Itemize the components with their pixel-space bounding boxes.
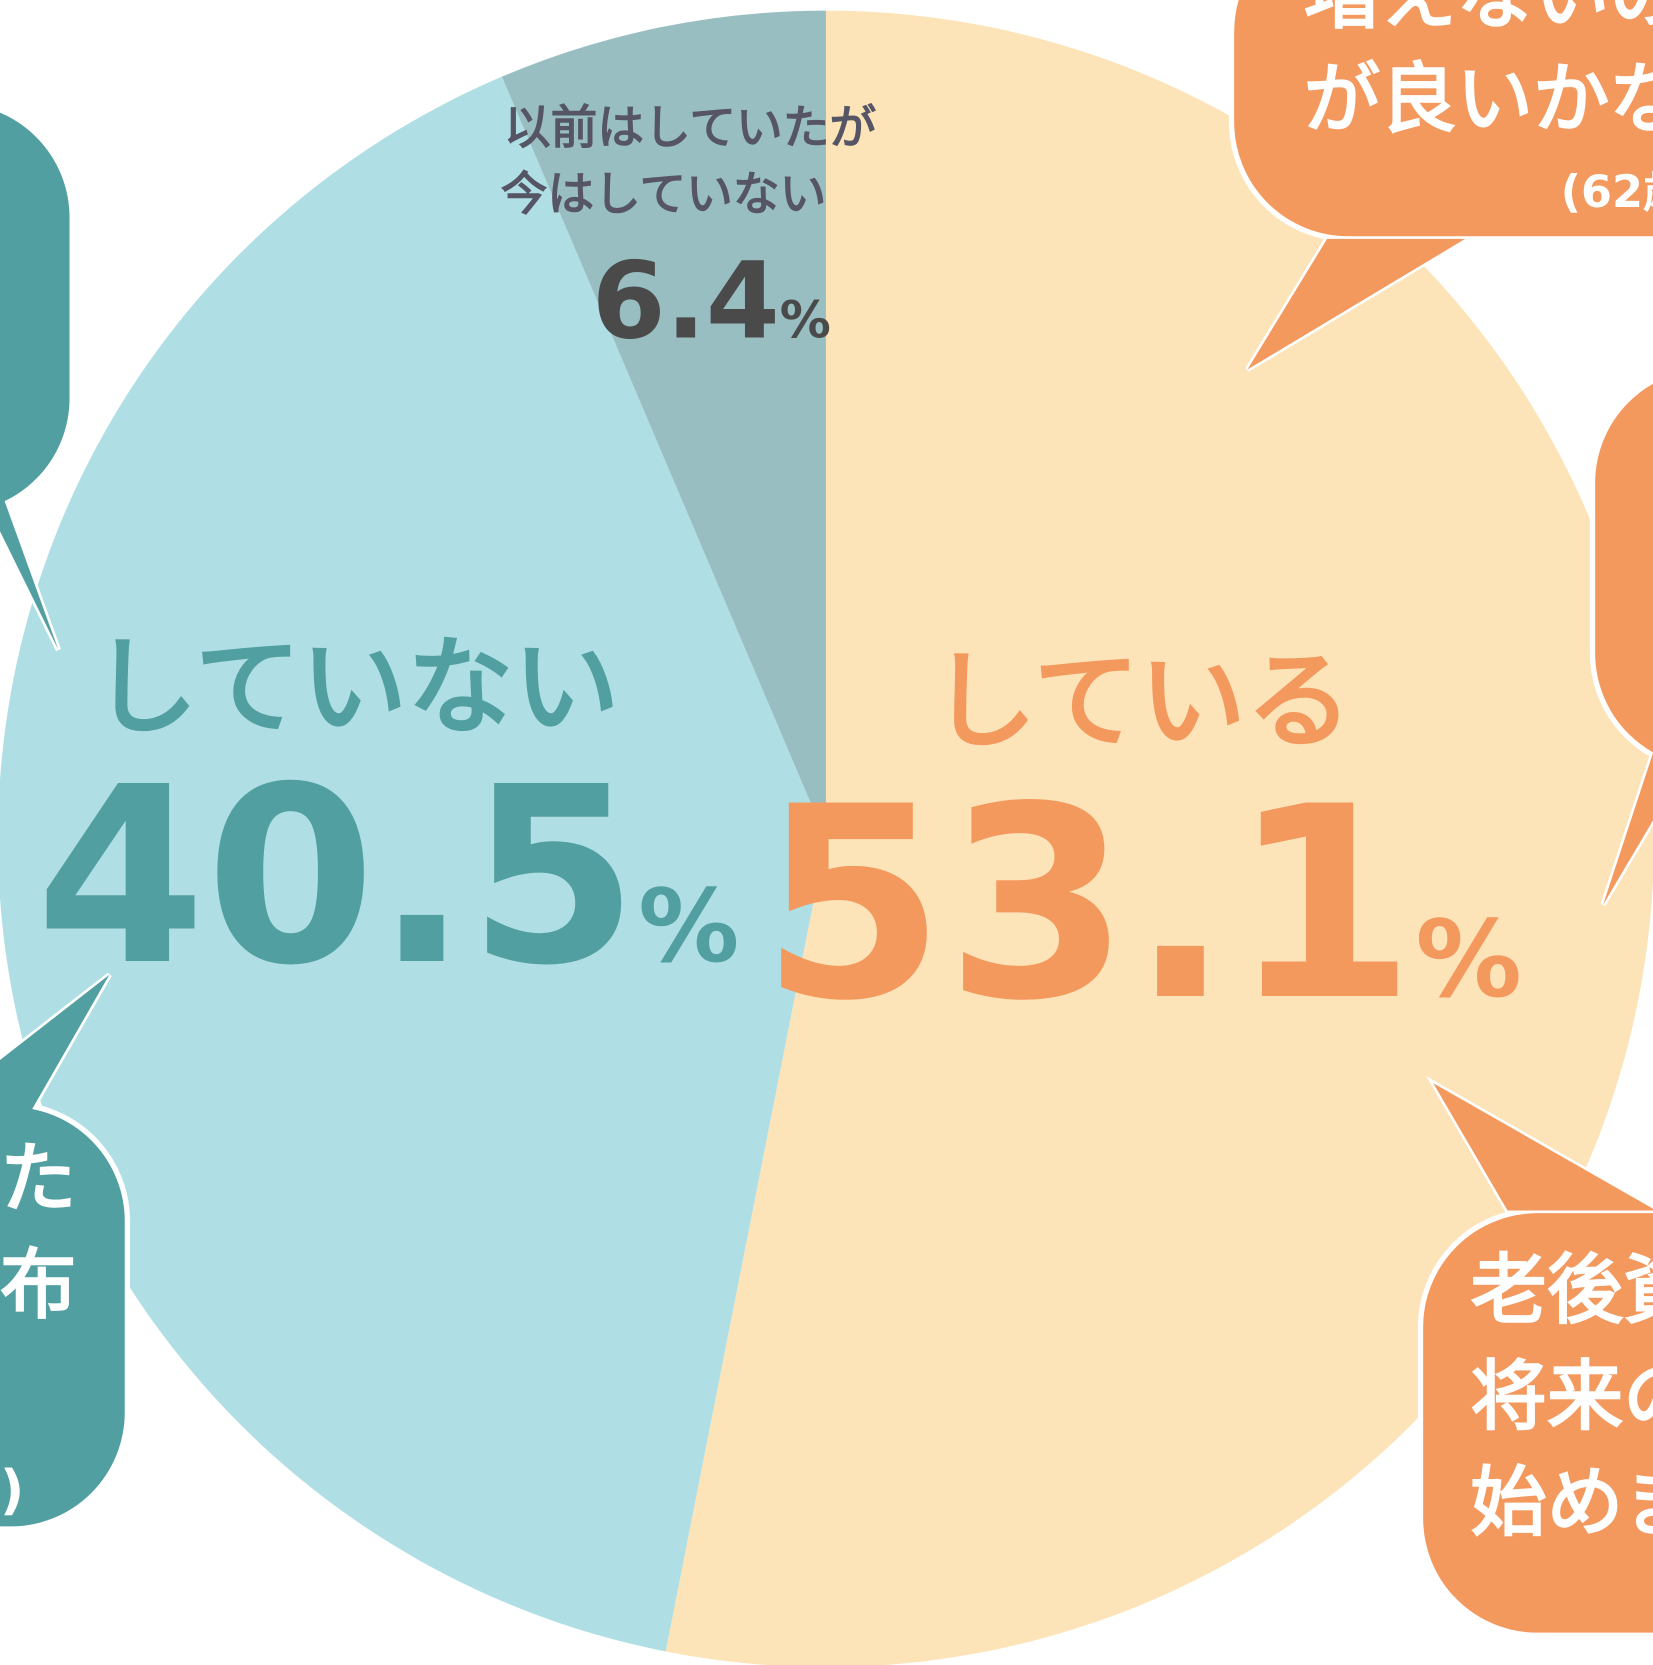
slice-label: していない — [92, 626, 620, 750]
value-number: 53.1 — [761, 750, 1416, 1059]
callout-tail-join — [0, 974, 110, 1110]
callout-bubble — [1228, 0, 1653, 242]
value-unit: % — [1416, 898, 1522, 1022]
value-unit: % — [638, 867, 739, 985]
callout-text: た — [0, 1135, 76, 1224]
slice-label: 以前はしていたが — [504, 101, 876, 155]
callout-text: ) — [0, 1459, 24, 1521]
callout-tail-join — [1433, 1083, 1653, 1211]
callout-text: が良いかな — [1304, 55, 1653, 144]
callout-text: 将来の — [1470, 1353, 1653, 1442]
value-label: 6.4% — [592, 240, 831, 364]
value-unit: % — [780, 292, 831, 351]
callout-tail-join — [1603, 752, 1653, 905]
value-number: 40.5 — [36, 734, 638, 1019]
callout-text: 老後資 — [1470, 1247, 1653, 1336]
pie-slice — [665, 10, 1653, 1665]
value-number: 6.4 — [592, 240, 780, 364]
callout-bubble — [0, 106, 75, 509]
pie-slice — [501, 10, 826, 839]
slice-label: 今はしていない — [501, 168, 826, 222]
slice-label: している — [931, 640, 1352, 764]
pie-slice — [0, 76, 826, 1652]
callout-bubble — [0, 1101, 131, 1532]
callout-text: 始めま — [1470, 1459, 1653, 1548]
value-label: 40.5% — [36, 734, 739, 1019]
callout-text: 布 — [0, 1241, 76, 1330]
value-label: 53.1% — [761, 750, 1522, 1059]
callout-text: 増えないの — [1304, 0, 1653, 40]
callout-bubble — [1589, 377, 1653, 759]
callout-text: (62歳 — [1561, 166, 1653, 218]
